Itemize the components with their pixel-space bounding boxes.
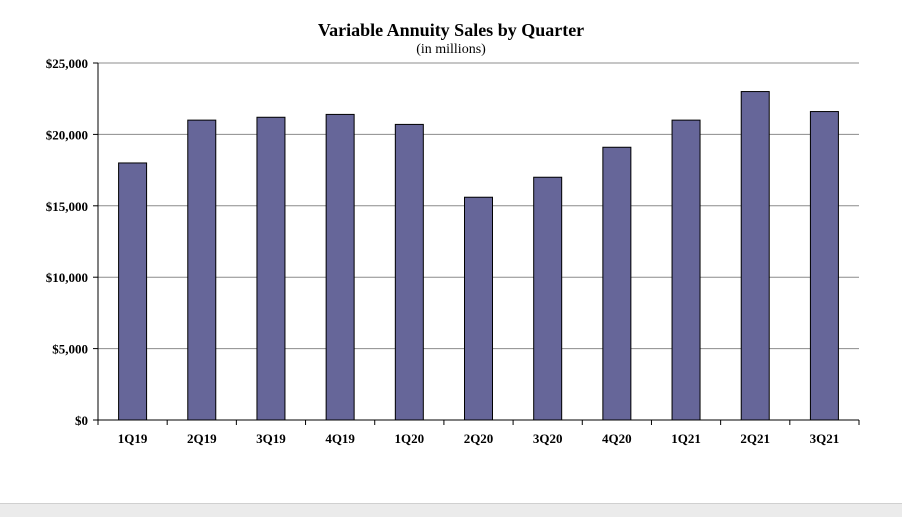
- bar-1q19: [118, 162, 148, 421]
- x-tick-label: 3Q19: [256, 431, 286, 446]
- window-bottom-bar: [0, 503, 902, 517]
- x-tick-label: 1Q19: [118, 431, 148, 446]
- y-tick-label: $0: [75, 413, 88, 428]
- x-tick-label: 2Q20: [464, 431, 494, 446]
- bar-2q19: [187, 119, 217, 421]
- bar-1q20: [394, 123, 424, 421]
- bar-chart: $0 $5,000 $10,000 $15,000 $20,000 $25,000 1Q19…: [46, 56, 860, 446]
- y-tick-label: $10,000: [46, 270, 88, 285]
- chart-title: Variable Annuity Sales by Quarter: [317, 20, 585, 40]
- x-tick-label: 3Q20: [533, 431, 563, 446]
- bar-1q21: [671, 119, 701, 421]
- x-tick-label: 2Q21: [740, 431, 770, 446]
- x-tick-label: 4Q19: [325, 431, 355, 446]
- chart-area: Variable Annuity Sales by Quarter (in mi…: [46, 20, 860, 446]
- chart-subtitle: (in millions): [416, 42, 486, 57]
- bar-4q20: [602, 146, 632, 421]
- y-tick-label: $20,000: [46, 127, 88, 142]
- y-tick-label: $5,000: [52, 342, 88, 357]
- bar-4q19: [325, 113, 355, 421]
- x-tick-label: 3Q21: [810, 431, 840, 446]
- x-tick-label: 1Q21: [671, 431, 701, 446]
- bar-3q20: [533, 176, 563, 421]
- y-tick-label: $25,000: [46, 56, 88, 71]
- y-tick-label: $15,000: [46, 199, 88, 214]
- bar-3q21: [809, 111, 839, 421]
- x-tick-label: 1Q20: [395, 431, 425, 446]
- x-tick-label: 2Q19: [187, 431, 217, 446]
- bar-2q21: [740, 91, 770, 421]
- x-tick-label: 4Q20: [602, 431, 632, 446]
- bar-3q19: [256, 116, 286, 421]
- bar-2q20: [464, 196, 493, 421]
